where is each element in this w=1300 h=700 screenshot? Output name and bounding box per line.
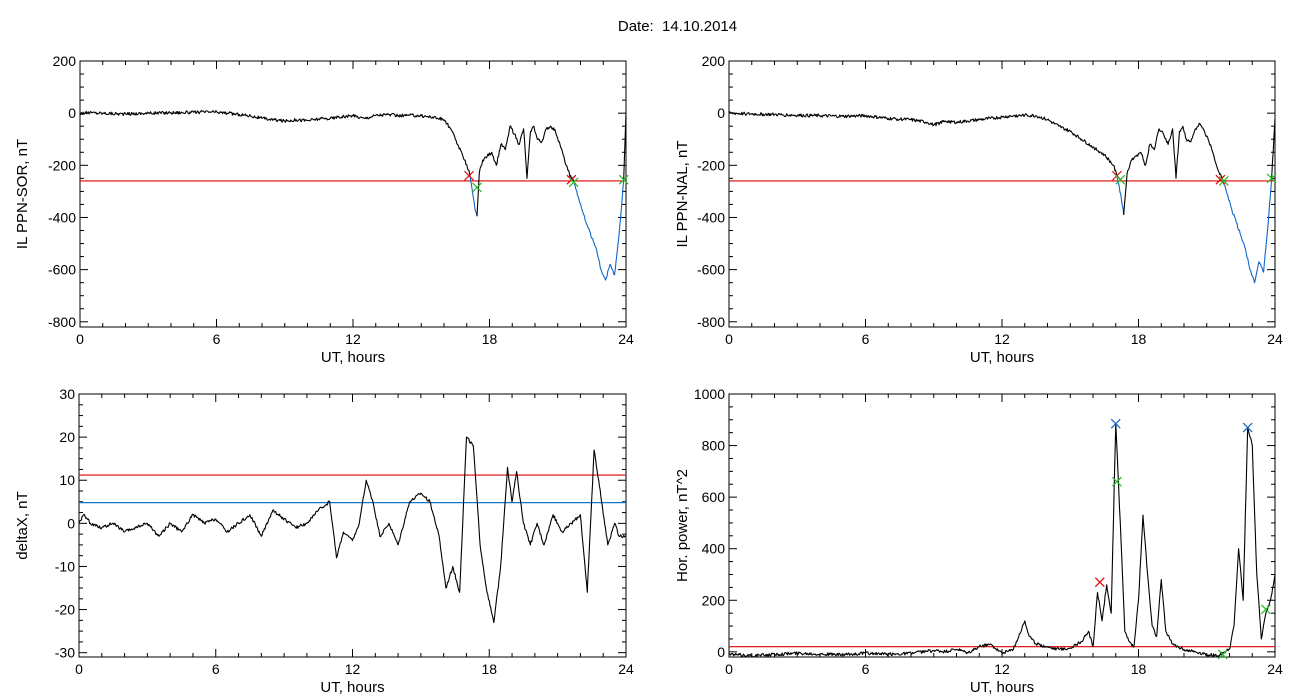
- chart-deltax: 0 6 12 18 24 -30 -20 -10 0 10 20 30 UT, hours deltaX,…: [14, 386, 634, 696]
- plot-frame: [78, 393, 627, 658]
- data-line: [1222, 179, 1273, 284]
- plot-area: [79, 436, 626, 624]
- x-marker: [618, 174, 629, 185]
- data-line: [623, 113, 626, 180]
- chart-nal: 0 6 12 18 24 -800 -600 -400 -200 0 200 UT, hours IL …: [674, 53, 1283, 366]
- data-line: [476, 125, 575, 217]
- y-tick-label: -10: [55, 558, 75, 574]
- data-line: [80, 110, 471, 178]
- x-marker: [1115, 174, 1126, 185]
- x-marker: [472, 182, 482, 193]
- y-tick-label: -30: [55, 645, 75, 661]
- y-tick-label: -800: [697, 314, 725, 330]
- y-tick-label: 0: [717, 105, 725, 121]
- y-tick-label: -200: [48, 157, 76, 173]
- x-tick-label: 6: [862, 331, 870, 347]
- y-axis-label: deltaX, nT: [14, 491, 31, 559]
- x-marker: [1094, 577, 1105, 588]
- x-tick-label: 12: [994, 661, 1010, 677]
- x-tick-label: 18: [1131, 661, 1147, 677]
- x-marker: [1266, 173, 1277, 184]
- x-tick-label: 6: [212, 661, 220, 677]
- x-tick-label: 24: [618, 661, 634, 677]
- chart-power: 0 6 12 18 24 0 200 400 600 800 1000 UT, hours Hor. p…: [674, 386, 1283, 696]
- x-axis-label: UT, hours: [321, 349, 385, 366]
- y-tick-label: -600: [697, 262, 725, 278]
- y-tick-label: 20: [59, 429, 75, 445]
- page-title: Date: 14.10.2014: [617, 18, 738, 35]
- x-tick-label: 0: [76, 331, 84, 347]
- x-tick-label: 18: [481, 661, 497, 677]
- y-tick-label: 600: [702, 489, 726, 505]
- x-marker: [1217, 649, 1228, 660]
- data-line: [729, 423, 1275, 657]
- y-tick-label: 30: [59, 386, 75, 402]
- x-tick-label: 12: [345, 661, 361, 677]
- chart-sor: 0 6 12 18 24 -800 -600 -400 -200 0 200 UT, hours IL …: [14, 53, 634, 366]
- x-marker: [1110, 418, 1121, 429]
- y-tick-label: 0: [67, 515, 75, 531]
- x-tick-label: 0: [75, 661, 83, 677]
- data-line: [573, 179, 625, 281]
- x-marker: [568, 177, 579, 188]
- x-tick-label: 0: [725, 331, 733, 347]
- x-tick-label: 18: [1131, 331, 1147, 347]
- x-tick-label: 12: [994, 331, 1010, 347]
- y-tick-label: -600: [48, 262, 76, 278]
- x-marker: [1111, 476, 1122, 487]
- y-tick-label: 0: [717, 644, 725, 660]
- x-tick-label: 24: [618, 331, 634, 347]
- x-tick-label: 6: [213, 331, 221, 347]
- y-axis-label: IL PPN-NAL, nT: [674, 141, 691, 248]
- x-tick-label: 12: [345, 331, 361, 347]
- x-marker: [1260, 604, 1271, 615]
- x-tick-label: 0: [725, 661, 733, 677]
- x-tick-label: 6: [862, 661, 870, 677]
- x-axis-label: UT, hours: [970, 679, 1034, 696]
- data-line: [79, 436, 626, 624]
- y-tick-label: 200: [702, 53, 726, 69]
- y-tick-label: -400: [48, 209, 76, 225]
- y-tick-label: -20: [55, 602, 75, 618]
- plot-area: [729, 423, 1275, 657]
- y-axis-label: IL PPN-SOR, nT: [14, 139, 31, 249]
- data-line: [469, 176, 478, 217]
- y-tick-label: 800: [702, 438, 726, 454]
- plot-frame: [728, 393, 1276, 658]
- data-line: [729, 111, 1118, 176]
- x-axis-label: UT, hours: [970, 349, 1034, 366]
- y-tick-label: -400: [697, 209, 725, 225]
- data-line: [1271, 118, 1275, 180]
- x-tick-label: 24: [1267, 331, 1283, 347]
- x-marker: [1218, 176, 1229, 186]
- x-tick-label: 18: [482, 331, 498, 347]
- y-tick-label: 400: [702, 541, 726, 557]
- x-marker: [1242, 422, 1253, 433]
- y-tick-label: 200: [53, 53, 77, 69]
- plot-frame: [728, 60, 1276, 328]
- y-tick-label: 10: [59, 472, 75, 488]
- x-marker: [464, 170, 474, 181]
- x-tick-label: 24: [1267, 661, 1283, 677]
- y-tick-label: 1000: [694, 386, 725, 402]
- plot-frame: [79, 60, 627, 328]
- plot-area: [80, 110, 626, 281]
- plot-area: [729, 111, 1275, 284]
- y-tick-label: -200: [697, 157, 725, 173]
- x-axis-label: UT, hours: [320, 679, 384, 696]
- y-axis-label: Hor. power, nT^2: [674, 469, 691, 582]
- y-tick-label: 200: [702, 592, 726, 608]
- data-line: [1123, 122, 1224, 215]
- y-tick-label: 0: [68, 105, 76, 121]
- x-marker: [1215, 174, 1226, 185]
- y-tick-label: -800: [48, 314, 76, 330]
